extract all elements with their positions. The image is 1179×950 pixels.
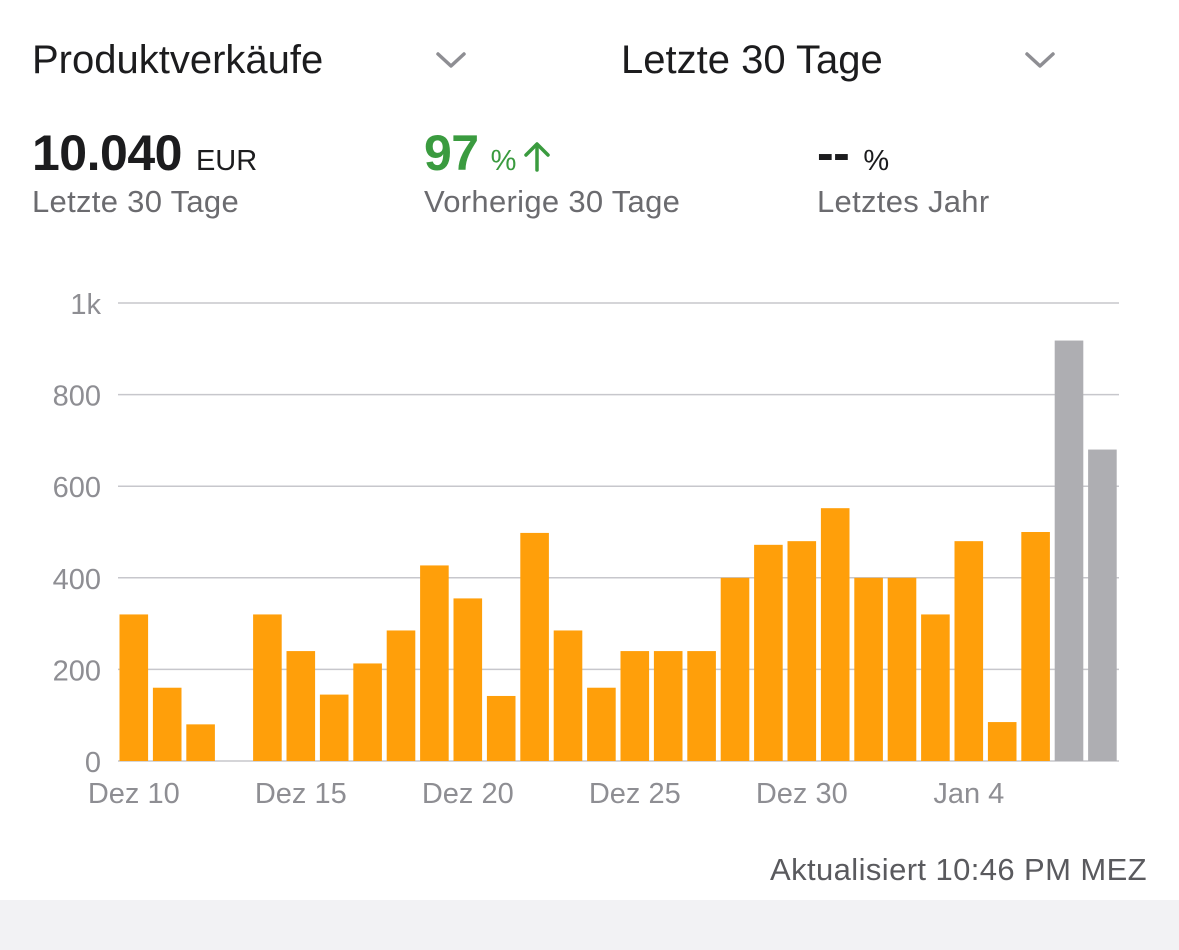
bar <box>754 544 783 761</box>
period-dropdown[interactable]: Letzte 30 Tage <box>621 38 883 83</box>
bar <box>620 651 650 761</box>
bar <box>186 724 215 761</box>
y-tick-label: 400 <box>53 564 101 596</box>
stat-previous-value: 97 <box>424 125 479 181</box>
bar <box>353 663 382 761</box>
stat-previous-unit: % <box>490 145 517 177</box>
bar <box>720 577 750 761</box>
bar <box>386 630 416 761</box>
header: Produktverkäufe Letzte 30 Tage <box>0 0 1179 120</box>
chevron-down-icon[interactable] <box>1023 48 1057 72</box>
stat-last-year-unit: % <box>863 145 890 177</box>
bar <box>319 694 349 761</box>
updated-timestamp: Aktualisiert 10:46 PM MEZ <box>770 852 1147 887</box>
bar <box>119 614 149 761</box>
bar <box>520 532 549 761</box>
arrow-up-icon <box>520 140 554 174</box>
bar <box>553 630 583 761</box>
bar-projected <box>1054 340 1084 761</box>
y-tick-label: 1k <box>70 289 101 321</box>
bar <box>653 651 683 761</box>
bar <box>787 541 817 761</box>
y-tick-label: 0 <box>85 747 101 779</box>
bar <box>921 614 950 761</box>
y-tick-label: 800 <box>53 381 101 413</box>
bar <box>253 614 282 761</box>
bar <box>486 695 516 761</box>
x-tick-label: Dez 15 <box>255 778 347 810</box>
x-tick-label: Dez 30 <box>756 778 848 810</box>
bar <box>1021 532 1050 761</box>
metric-dropdown-label: Produktverkäufe <box>32 38 324 82</box>
bar <box>587 687 616 761</box>
metric-dropdown[interactable]: Produktverkäufe <box>32 38 323 83</box>
bar <box>453 598 483 761</box>
stat-current-unit: EUR <box>195 145 258 177</box>
y-tick-label: 600 <box>53 472 101 504</box>
x-tick-label: Dez 20 <box>422 778 514 810</box>
bar <box>420 565 449 761</box>
stat-previous: 97 % Vorherige 30 Tage <box>424 124 680 220</box>
bar <box>152 687 182 761</box>
bar <box>687 651 716 761</box>
x-tick-label: Dez 25 <box>589 778 681 810</box>
bar <box>954 541 984 761</box>
stat-current-value: 10.040 <box>32 125 182 181</box>
bar-projected <box>1088 449 1117 761</box>
x-tick-label: Dez 10 <box>88 778 180 810</box>
chevron-down-icon[interactable] <box>434 48 468 72</box>
bottom-panel <box>0 900 1179 950</box>
stat-last-year: -- % Letztes Jahr <box>817 124 989 220</box>
sales-bar-chart: 0 200 400 600 800 1k Dez 10 Dez 15 Dez 20 Dez 25 D… <box>53 289 1119 810</box>
bar <box>887 577 917 761</box>
stat-current: 10.040 EUR Letzte 30 Tage <box>32 124 257 220</box>
x-tick-label: Jan 4 <box>933 778 1004 810</box>
bar <box>987 722 1017 761</box>
stat-previous-label: Vorherige 30 Tage <box>424 184 681 219</box>
stat-current-label: Letzte 30 Tage <box>32 184 240 219</box>
y-tick-label: 200 <box>53 655 101 687</box>
bar <box>286 651 316 761</box>
bar <box>820 508 850 761</box>
period-dropdown-label: Letzte 30 Tage <box>621 38 883 82</box>
stat-last-year-value: -- <box>817 125 850 181</box>
bar <box>854 577 883 761</box>
stat-last-year-label: Letztes Jahr <box>817 184 990 219</box>
